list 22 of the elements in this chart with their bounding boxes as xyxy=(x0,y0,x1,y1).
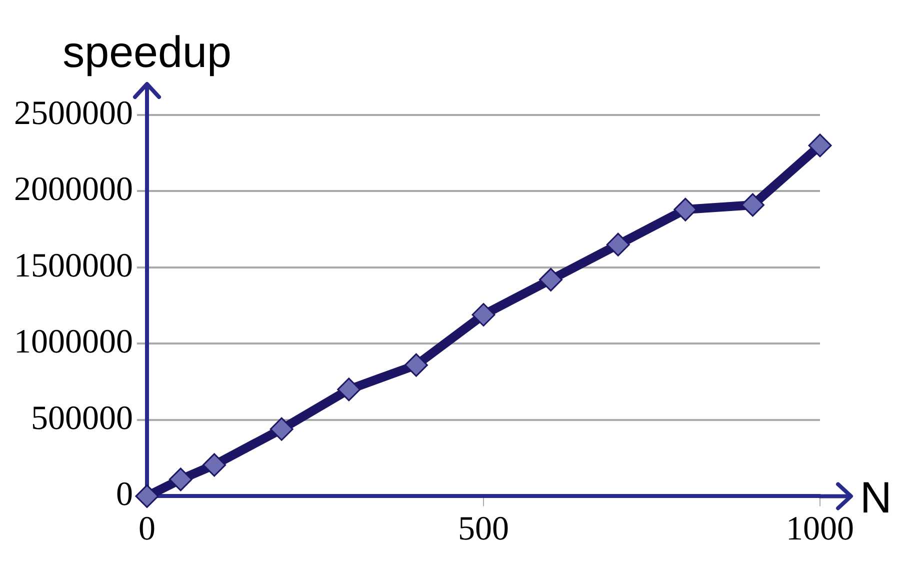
point xyxy=(740,193,764,217)
y-tick-label: 0 xyxy=(116,476,133,514)
x-axis-title: N xyxy=(860,473,892,522)
y-tick-label: 2000000 xyxy=(14,171,133,208)
point xyxy=(404,353,428,377)
x-tick-label: 500 xyxy=(458,510,509,548)
point xyxy=(270,417,294,441)
point xyxy=(606,232,630,256)
point xyxy=(337,378,361,402)
point xyxy=(472,303,496,326)
point xyxy=(539,268,563,292)
point xyxy=(674,198,698,222)
x-tick-label: 1000 xyxy=(786,510,854,548)
y-tick-label: 2500000 xyxy=(14,94,133,132)
point xyxy=(202,453,226,477)
point xyxy=(135,484,159,508)
y-tick-label: 500000 xyxy=(31,400,133,437)
y-axis-title: speedup xyxy=(62,28,232,77)
y-tick-label: 1000000 xyxy=(14,324,133,361)
point xyxy=(808,134,832,158)
point xyxy=(168,468,192,492)
y-tick-label: 1500000 xyxy=(14,247,133,284)
